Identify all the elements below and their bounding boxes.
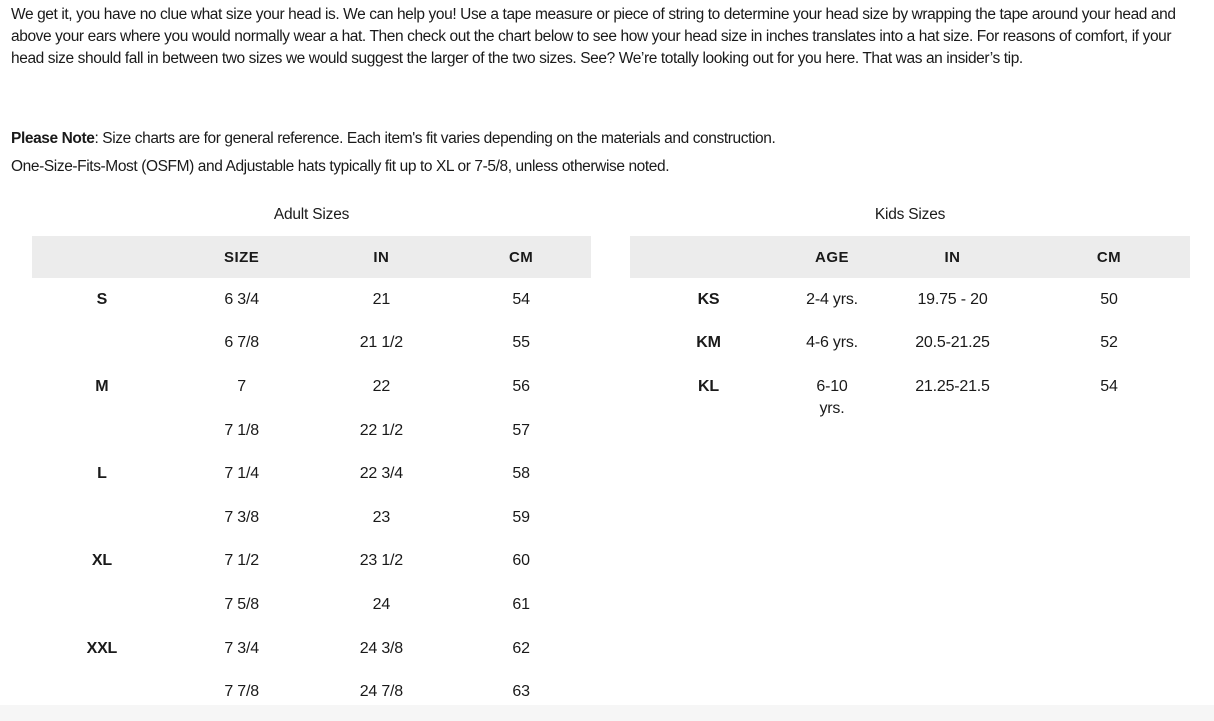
hat-size-cell: 7 7/8: [224, 683, 259, 701]
note-text: : Size charts are for general reference.…: [94, 130, 776, 147]
cm-cell: 55: [512, 334, 530, 352]
adult-sizes-table: Adult Sizes SIZE IN CM S 6 3/4 21 54 6 7…: [32, 205, 591, 714]
inches-cell: 21 1/2: [359, 334, 404, 352]
size-letter-cell: KM: [696, 334, 721, 352]
kids-header-in: IN: [944, 248, 961, 266]
kids-sizes-table: Kids Sizes AGE IN CM KS 2-4 yrs. 19.75 -…: [630, 205, 1190, 431]
adult-header-cm: CM: [508, 248, 534, 266]
table-row: KL 6-10 yrs. 21.25-21.5 54: [630, 365, 1190, 431]
note-label: Please Note: [11, 130, 95, 147]
cm-cell: 59: [512, 508, 530, 526]
age-cell: 6-10 yrs.: [787, 365, 877, 431]
inches-cell: 21.25-21.5: [915, 377, 990, 395]
note-line-2: One-Size-Fits-Most (OSFM) and Adjustable…: [11, 158, 670, 175]
inches-cell: 19.75 - 20: [917, 290, 988, 308]
table-row: 7 5/8 24 61: [32, 583, 591, 627]
intro-paragraph: We get it, you have no clue what size yo…: [11, 6, 1176, 67]
hat-size-cell: 6 7/8: [224, 334, 259, 352]
inches-cell: 24 7/8: [359, 683, 404, 701]
inches-cell: 22 1/2: [359, 421, 404, 439]
table-row: 7 7/8 24 7/8 63: [32, 670, 591, 714]
cm-cell: 62: [512, 639, 530, 657]
cm-cell: 57: [512, 421, 530, 439]
cm-cell: 63: [512, 683, 530, 701]
inches-cell: 21: [372, 290, 391, 308]
footer-strip: [0, 705, 1214, 721]
table-row: M 7 22 56: [32, 365, 591, 409]
inches-cell: 24: [372, 595, 391, 613]
table-row: KM 4-6 yrs. 20.5-21.25 52: [630, 322, 1190, 366]
size-letter-cell: KS: [697, 290, 720, 308]
kids-header-age: AGE: [814, 248, 849, 266]
cm-cell: 54: [1100, 377, 1118, 395]
cm-cell: 54: [512, 290, 530, 308]
size-letter-cell: [32, 409, 172, 431]
cm-cell: 56: [512, 377, 530, 395]
hat-size-cell: 7 1/4: [224, 465, 259, 483]
cm-cell: 61: [512, 595, 530, 613]
table-row: 6 7/8 21 1/2 55: [32, 322, 591, 366]
age-cell: 4-6 yrs.: [806, 334, 858, 352]
size-letter-cell: [32, 583, 172, 605]
size-letter-cell: S: [96, 290, 108, 308]
size-letter-cell: KL: [698, 377, 719, 395]
hat-size-cell: 7 1/8: [224, 421, 259, 439]
adult-table-header-row: SIZE IN CM: [32, 236, 591, 278]
table-row: 7 1/8 22 1/2 57: [32, 409, 591, 453]
kids-table-header-row: AGE IN CM: [630, 236, 1190, 278]
cm-cell: 60: [512, 552, 530, 570]
table-row: XL 7 1/2 23 1/2 60: [32, 540, 591, 584]
hat-size-cell: 7 1/2: [224, 552, 259, 570]
size-letter-cell: [32, 496, 172, 518]
age-cell-text: 6-10 yrs.: [816, 377, 848, 417]
age-cell: 2-4 yrs.: [806, 290, 858, 308]
table-row: XXL 7 3/4 24 3/8 62: [32, 627, 591, 671]
size-letter-cell: M: [95, 377, 109, 395]
adult-table-title: Adult Sizes: [273, 206, 350, 223]
size-letter-cell: L: [97, 465, 107, 483]
size-letter-cell: [32, 322, 172, 344]
cm-cell: 50: [1100, 290, 1118, 308]
kids-header-cm: CM: [1096, 248, 1122, 266]
size-letter-cell: XL: [91, 552, 112, 570]
adult-header-in: IN: [373, 248, 390, 266]
hat-size-cell: 6 3/4: [224, 290, 259, 308]
inches-cell: 23 1/2: [359, 552, 404, 570]
inches-cell: 23: [372, 508, 391, 526]
inches-cell: 24 3/8: [359, 639, 404, 657]
table-row: KS 2-4 yrs. 19.75 - 20 50: [630, 278, 1190, 322]
table-row: 7 3/8 23 59: [32, 496, 591, 540]
cm-cell: 58: [512, 465, 530, 483]
hat-size-cell: 7 3/4: [224, 639, 259, 657]
cm-cell: 52: [1100, 334, 1118, 352]
hat-size-cell: 7 5/8: [224, 595, 259, 613]
adult-header-size: SIZE: [223, 248, 260, 266]
size-letter-cell: [32, 670, 172, 692]
note-line-1: Please Note: Size charts are for general…: [11, 128, 1205, 150]
inches-cell: 22 3/4: [359, 465, 404, 483]
table-row: S 6 3/4 21 54: [32, 278, 591, 322]
hat-size-cell: 7: [237, 377, 246, 395]
hat-size-cell: 7 3/8: [224, 508, 259, 526]
table-row: L 7 1/4 22 3/4 58: [32, 452, 591, 496]
inches-cell: 22: [372, 377, 391, 395]
inches-cell: 20.5-21.25: [915, 334, 990, 352]
size-letter-cell: XXL: [86, 639, 118, 657]
kids-table-title: Kids Sizes: [874, 206, 946, 223]
